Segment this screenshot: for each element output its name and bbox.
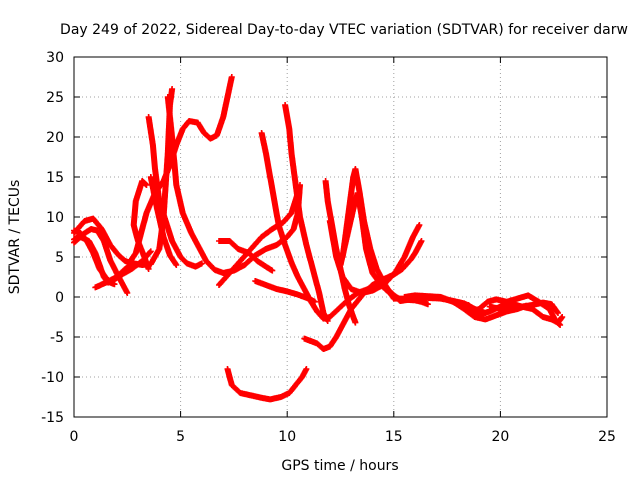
x-tick-label: 20: [491, 429, 509, 445]
plus-markers: [216, 190, 301, 288]
y-tick-label: 30: [46, 50, 64, 66]
x-tick-label: 15: [385, 429, 403, 445]
plus-markers: [130, 178, 152, 272]
series-arc-14: [282, 102, 331, 324]
plus-markers: [282, 102, 331, 324]
x-tick-label: 10: [278, 429, 296, 445]
y-tick-label: -15: [41, 410, 64, 426]
y-tick-label: 10: [46, 210, 64, 226]
series-arc-11: [216, 190, 301, 288]
series-arc-6: [130, 178, 152, 272]
series-arc-7: [145, 114, 205, 270]
y-tick-label: -10: [41, 370, 64, 386]
x-axis-label: GPS time / hours: [281, 458, 398, 474]
plus-markers: [164, 94, 303, 276]
y-tick-label: 0: [55, 290, 64, 306]
axis-ticks: [73, 56, 608, 418]
plus-markers: [147, 174, 180, 268]
data-points: [71, 74, 566, 403]
y-tick-label: 15: [46, 170, 64, 186]
series-arc-15: [224, 366, 310, 403]
x-tick-label: 0: [70, 429, 79, 445]
grid-lines: [74, 57, 607, 417]
y-tick-label: -5: [50, 330, 64, 346]
plus-markers: [145, 114, 205, 270]
y-tick-label: 25: [46, 90, 64, 106]
plus-markers: [486, 303, 566, 326]
series-arc-23: [486, 303, 566, 326]
y-tick-label: 20: [46, 130, 64, 146]
x-tick-label: 25: [598, 429, 616, 445]
y-axis-label: SDTVAR / TECUs: [7, 180, 23, 295]
axis-tick-labels: 0 5 10 15 20 25 -15 -10 -5 0 5 10 15 20 25 30: [41, 50, 616, 445]
y-tick-label: 5: [55, 250, 64, 266]
chart-title: Day 249 of 2022, Sidereal Day-to-day VTE…: [60, 22, 628, 38]
series-arc-8: [147, 174, 180, 268]
series-arc-9: [164, 94, 303, 276]
plus-markers: [224, 366, 310, 403]
x-tick-label: 5: [176, 429, 185, 445]
plot-area-border: [73, 56, 608, 418]
